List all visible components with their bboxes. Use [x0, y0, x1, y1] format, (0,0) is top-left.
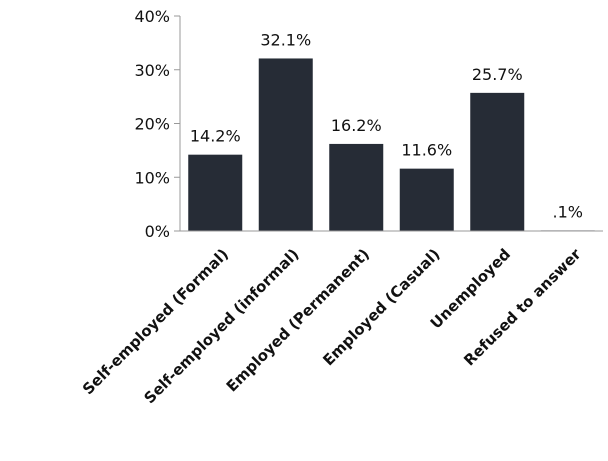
- data-label: .1%: [553, 202, 583, 221]
- y-tick-label: 10%: [134, 168, 170, 187]
- y-tick-label: 20%: [134, 115, 170, 134]
- data-labels-group: 14.2% 32.1% 16.2% 11.6% 25.7% .1%: [190, 30, 583, 221]
- x-category-label: Employed (Casual): [319, 245, 443, 369]
- bar: [188, 154, 243, 231]
- y-tick-label: 40%: [134, 7, 170, 26]
- bar: [470, 92, 525, 231]
- x-category-label: Employed (Permanent): [223, 245, 373, 395]
- data-label: 16.2%: [331, 116, 382, 135]
- y-axis: 0% 10% 20% 30% 40%: [134, 7, 181, 241]
- y-tick-label: 30%: [134, 61, 170, 80]
- x-category-label: Self-employed (Formal): [79, 245, 232, 398]
- bar: [258, 58, 313, 232]
- y-tick-label: 0%: [145, 222, 170, 241]
- bar: [329, 143, 384, 231]
- data-label: 11.6%: [401, 141, 452, 160]
- data-label: 32.1%: [260, 30, 311, 49]
- bars-group: [188, 58, 595, 232]
- data-label: 14.2%: [190, 127, 241, 146]
- data-label: 25.7%: [472, 65, 523, 84]
- x-category-label: Refused to answer: [460, 245, 585, 370]
- bar: [399, 168, 454, 231]
- x-axis: Self-employed (Formal)Self-employed (inf…: [79, 230, 603, 407]
